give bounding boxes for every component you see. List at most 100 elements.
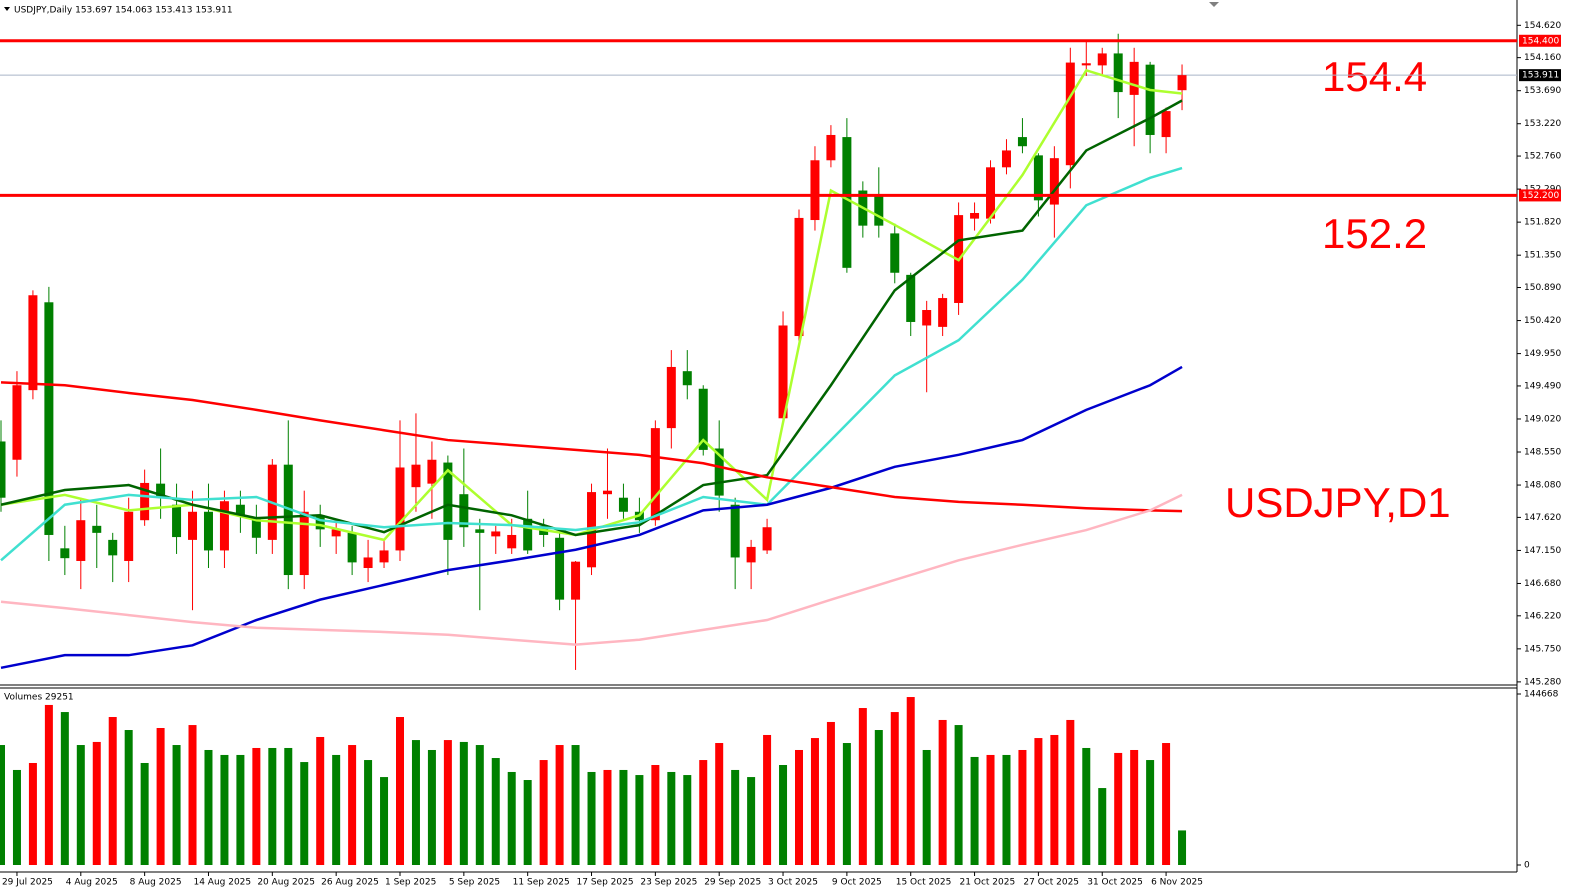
moving-average — [0, 493, 1183, 646]
volume-bar — [1178, 830, 1187, 865]
volume-bar — [571, 745, 580, 865]
volume-bar — [1114, 752, 1123, 865]
volume-bar — [1018, 749, 1027, 865]
y-tick-label: 153.690 — [1524, 86, 1561, 96]
candle-body — [156, 483, 166, 498]
volume-bar — [731, 769, 740, 865]
x-tick-label: 15 Oct 2025 — [896, 878, 952, 888]
volume-bar — [779, 765, 788, 865]
candle-body — [411, 464, 421, 488]
volume-bar — [954, 725, 963, 865]
candle-body — [395, 467, 405, 551]
level-label-box — [1519, 189, 1561, 202]
candle-body — [427, 459, 437, 484]
volume-bar — [1130, 749, 1139, 865]
moving-average — [0, 381, 1183, 513]
candle-body — [491, 531, 501, 537]
candle-body — [379, 550, 389, 563]
candle-body — [331, 529, 341, 537]
candle-body — [1065, 62, 1075, 166]
x-tick-label: 14 Aug 2025 — [193, 878, 251, 888]
candle-body — [0, 441, 6, 498]
x-tick-label: 21 Oct 2025 — [960, 878, 1016, 888]
candle-body — [203, 511, 213, 551]
x-tick-label: 6 Nov 2025 — [1151, 878, 1203, 888]
volume-title: Volumes 29251 — [4, 693, 74, 703]
y-tick-label: 152.760 — [1524, 152, 1561, 162]
volume-bar — [60, 712, 69, 865]
moving-average — [0, 166, 1183, 562]
volume-bar — [507, 771, 516, 865]
volume-bar — [92, 741, 101, 865]
x-tick-label: 11 Sep 2025 — [513, 878, 570, 888]
volume-bar — [1098, 788, 1107, 865]
level-label: 154.400 — [1522, 36, 1559, 46]
volume-bar — [747, 777, 756, 865]
candle-body — [140, 482, 150, 521]
x-tick-label: 26 Aug 2025 — [321, 878, 379, 888]
volume-bar — [316, 736, 325, 865]
volume-bar — [587, 771, 596, 865]
candle-body — [44, 302, 54, 535]
volume-bar — [491, 758, 500, 865]
volume-bar — [826, 721, 835, 865]
volume-bar — [715, 743, 724, 865]
volume-bar — [874, 730, 883, 865]
y-tick-label: 148.550 — [1524, 448, 1561, 458]
candle-body — [698, 388, 708, 450]
candle-body — [172, 504, 182, 538]
y-tick-label: 144668 — [1524, 690, 1559, 700]
candle-body — [874, 195, 884, 226]
candle-body — [602, 490, 612, 495]
volume-bar — [810, 738, 819, 865]
candle-body — [778, 325, 788, 419]
level-label-box — [1519, 34, 1561, 47]
x-tick-label: 5 Sep 2025 — [449, 878, 500, 888]
candle-body — [906, 274, 916, 322]
y-tick-label: 154.160 — [1524, 53, 1561, 63]
candle-body — [714, 448, 724, 496]
y-tick-label: 150.420 — [1524, 316, 1561, 326]
volume-bar — [938, 719, 947, 865]
volume-bar — [204, 749, 213, 865]
candle-body — [76, 520, 86, 561]
volume-bar — [667, 771, 676, 865]
candle-body — [60, 548, 70, 559]
candle-body — [219, 501, 229, 551]
x-tick-label: 4 Aug 2025 — [66, 878, 118, 888]
candle-body — [1129, 61, 1139, 95]
volume-bar — [906, 697, 915, 865]
current-price-label: 153.911 — [1522, 71, 1559, 81]
x-tick-label: 1 Sep 2025 — [385, 878, 436, 888]
volume-bar — [970, 756, 979, 865]
y-tick-label: 146.680 — [1524, 579, 1561, 589]
candle-body — [235, 504, 245, 516]
volume-bar — [842, 743, 851, 865]
volume-bar — [795, 749, 803, 865]
volume-bar — [699, 760, 708, 865]
y-tick-label: 154.620 — [1524, 21, 1561, 31]
x-tick-label: 9 Oct 2025 — [832, 878, 882, 888]
y-tick-label: 149.490 — [1524, 381, 1561, 391]
volume-bar — [475, 745, 484, 865]
volume-bar — [922, 749, 931, 865]
volume-bar — [539, 760, 548, 865]
candle-body — [618, 497, 628, 512]
volume-bar — [348, 745, 357, 865]
candle-body — [666, 366, 676, 429]
menu-arrow — [4, 7, 10, 11]
candle-body — [682, 371, 692, 386]
volume-bar — [1082, 747, 1091, 865]
x-tick-label: 3 Oct 2025 — [768, 878, 818, 888]
candle-body — [970, 213, 980, 219]
candle-body — [1049, 158, 1059, 205]
candle-body — [1001, 150, 1011, 168]
candle-body — [938, 298, 948, 327]
volume-bar — [252, 747, 261, 865]
volume-bar — [140, 762, 149, 865]
annotation: 154.4 — [1322, 53, 1427, 100]
volume-bar — [1050, 734, 1059, 865]
y-tick-label: 150.890 — [1524, 283, 1561, 293]
volume-bar — [763, 734, 772, 865]
